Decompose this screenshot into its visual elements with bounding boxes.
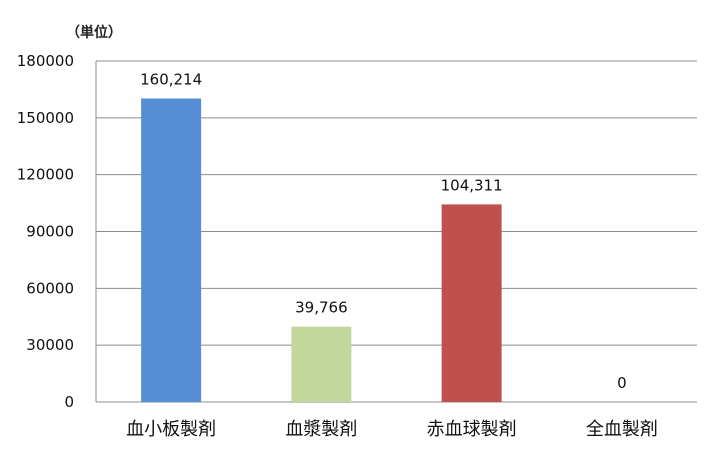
bar [291, 326, 352, 402]
data-label: 0 [617, 374, 627, 392]
x-category-label: 赤血球製剤 [427, 419, 517, 440]
y-tick-label: 180000 [17, 52, 74, 70]
x-category-label: 全血製剤 [586, 419, 658, 440]
x-category-label: 血漿製剤 [285, 419, 357, 440]
x-category-label: 血小板製剤 [126, 419, 216, 440]
y-tick-label: 120000 [17, 166, 74, 184]
bar [141, 98, 202, 403]
y-tick-label: 90000 [26, 223, 74, 241]
y-tick-label: 60000 [26, 279, 74, 297]
y-tick-label: 30000 [26, 336, 74, 354]
y-tick-label: 150000 [17, 109, 74, 127]
data-label: 160,214 [140, 70, 202, 88]
data-label: 104,311 [441, 176, 503, 194]
bar [441, 204, 502, 402]
unit-label: （単位） [66, 25, 122, 41]
y-tick-label: 0 [64, 393, 74, 411]
data-label: 39,766 [295, 299, 348, 317]
